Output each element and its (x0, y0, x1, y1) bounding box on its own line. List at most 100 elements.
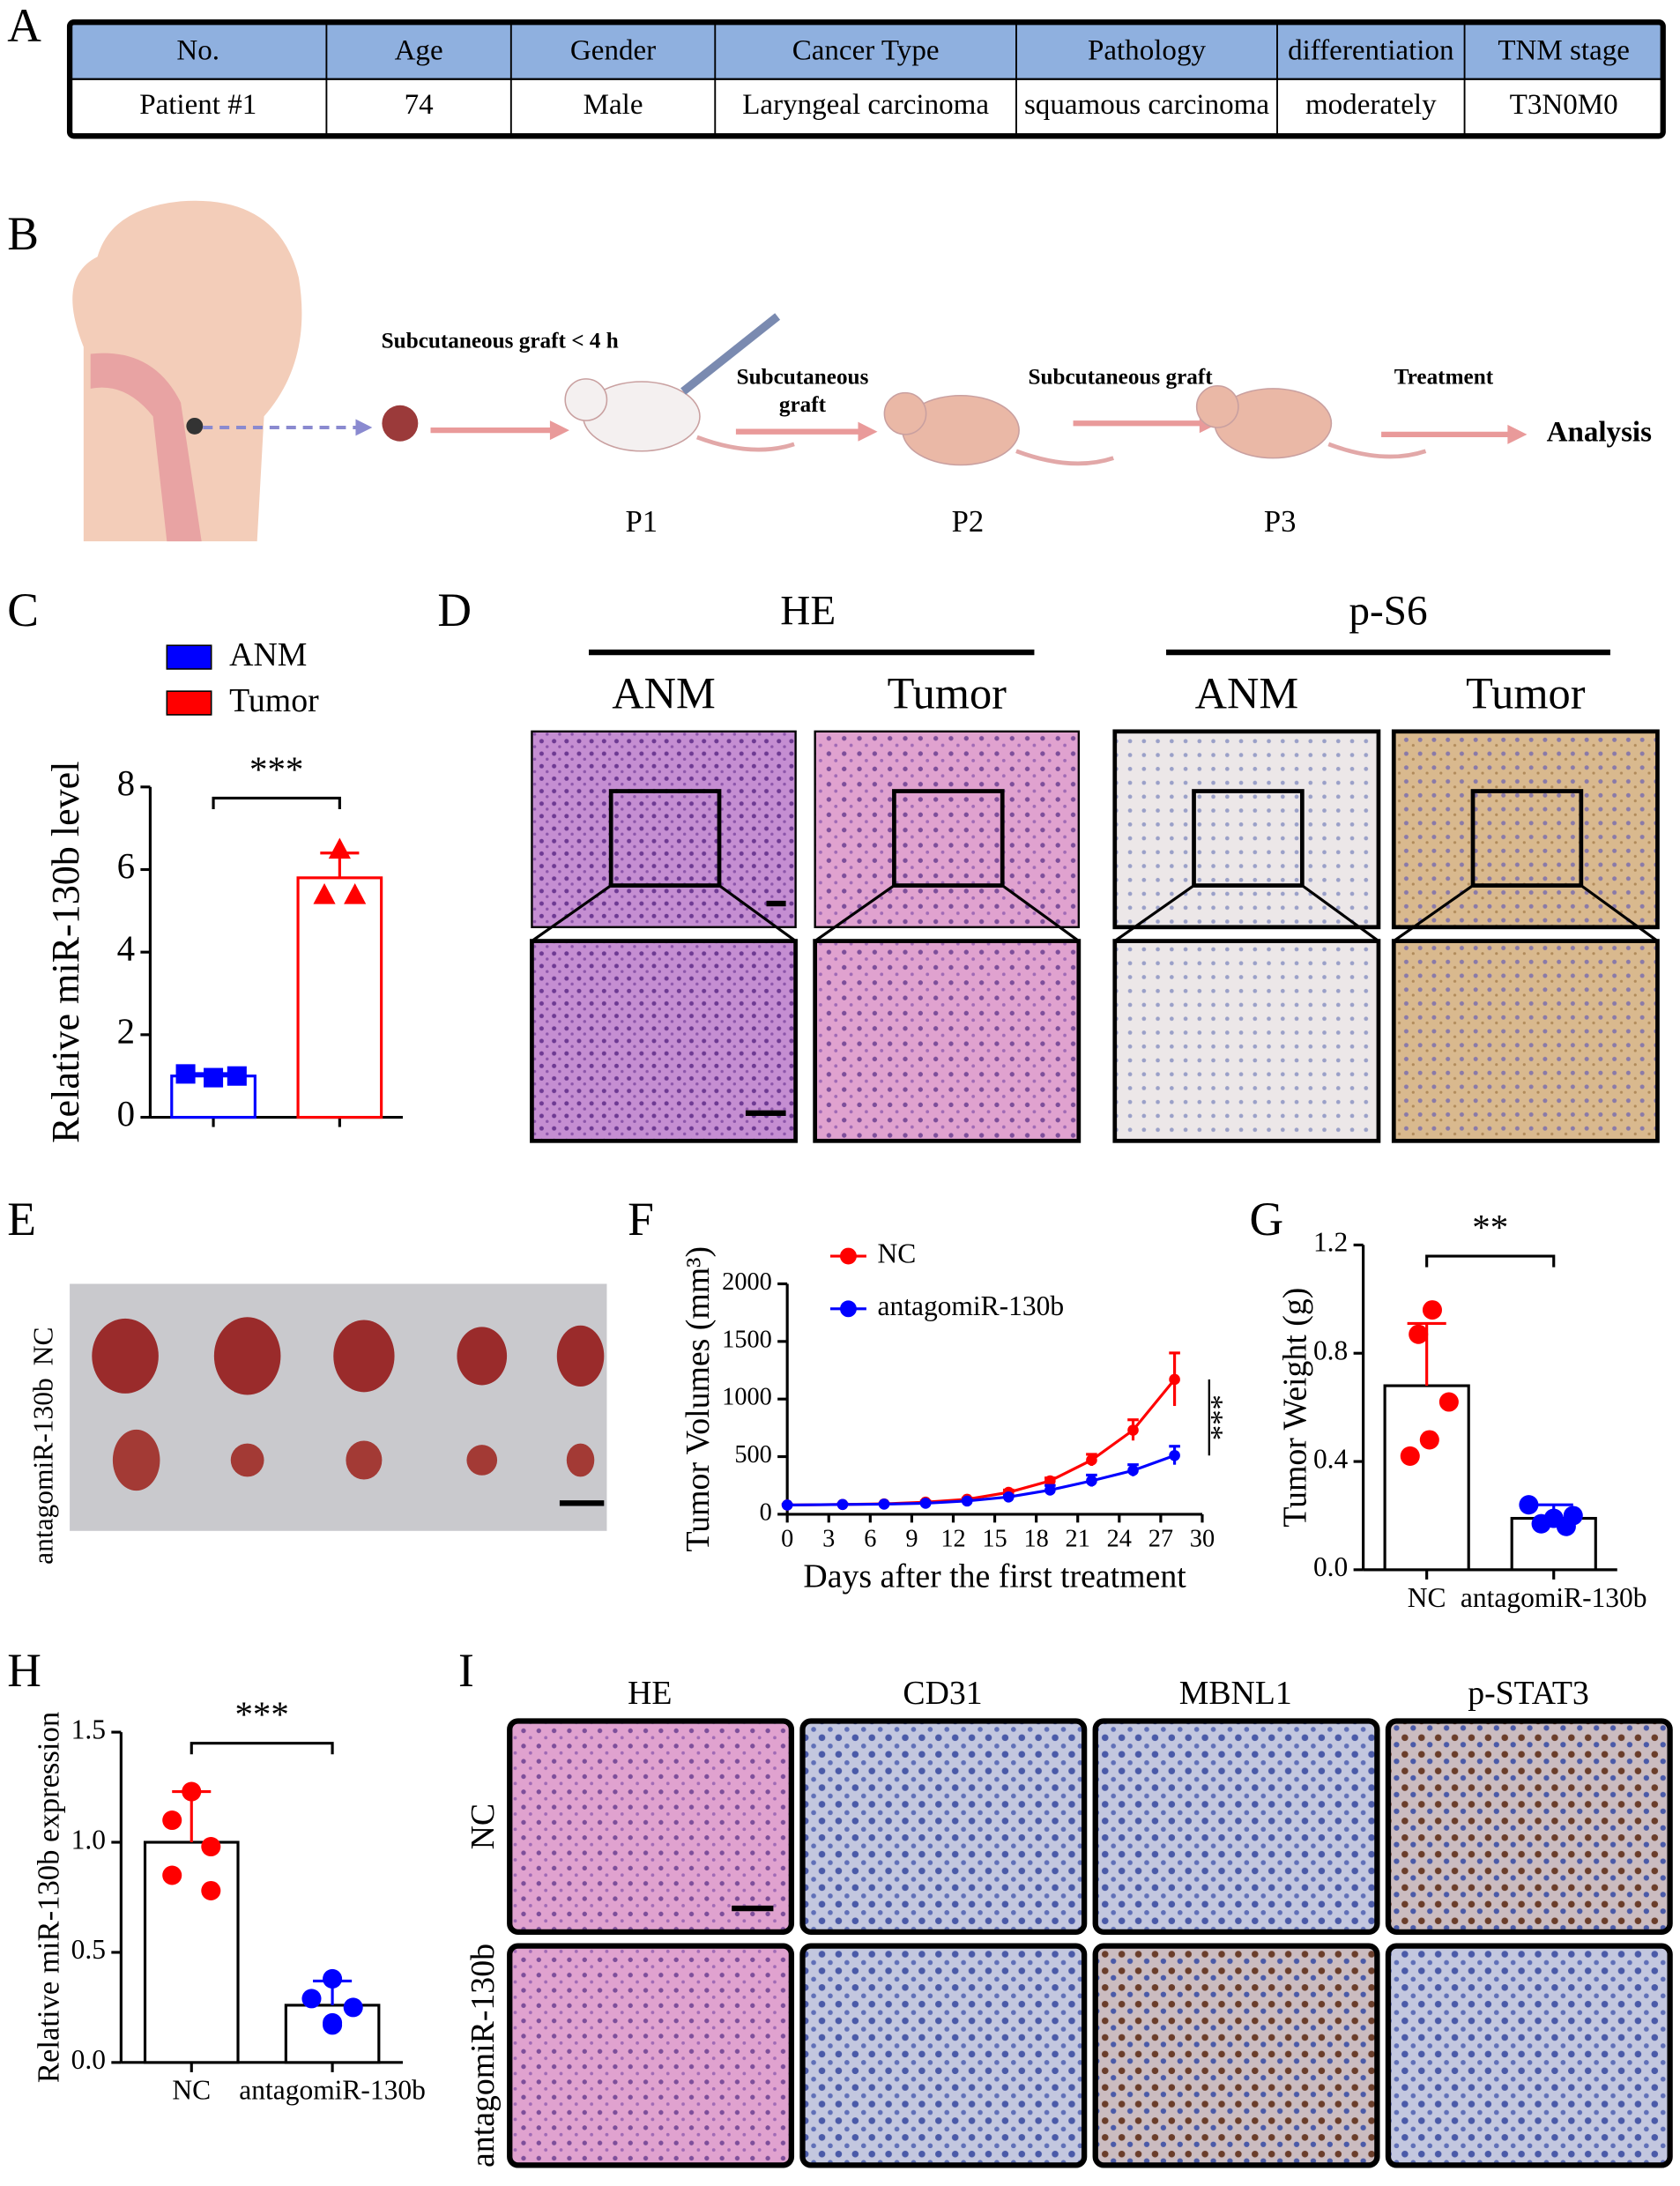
histology-image (799, 1718, 1088, 1935)
panel-letter: D (437, 584, 472, 636)
arrowhead (549, 420, 569, 441)
mouse-head (883, 391, 927, 435)
x-tick-label: 27 (1148, 1525, 1173, 1552)
histology-image (814, 730, 1081, 929)
table-header-bg (70, 23, 1663, 79)
data-point (1086, 1475, 1097, 1487)
significance-bracket (190, 1742, 334, 1755)
table-header-cell: TNM stage (1498, 34, 1630, 66)
tumor-photo (70, 1283, 607, 1531)
panel-letter: I (458, 1644, 474, 1697)
y-axis-label: Relative miR-130b level (44, 762, 87, 1143)
y-tick-label: 0.5 (71, 1934, 106, 1965)
panel-letter: E (7, 1193, 36, 1245)
legend-swatch (166, 644, 212, 670)
data-point (175, 1064, 196, 1084)
data-point (1002, 1491, 1015, 1503)
tumor-antagomir (112, 1429, 160, 1491)
tumor-antagomir (346, 1440, 383, 1480)
x-tick-label: NC (172, 2075, 211, 2106)
legend-label: NC (878, 1238, 917, 1268)
panel-letter: F (628, 1193, 654, 1245)
zoom-line (1001, 884, 1080, 942)
histology-image (799, 1943, 1088, 2168)
zoom-line (1393, 884, 1474, 942)
data-point (301, 1989, 322, 2009)
y-axis-label: Tumor Weight (g) (1276, 1288, 1313, 1528)
significance: *** (234, 1695, 288, 1735)
inset-box (892, 789, 1005, 888)
table-header-cell: Pathology (1088, 34, 1207, 66)
x-tick-label: antagomiR-130b (239, 2075, 426, 2106)
y-tick-label: 6 (117, 846, 135, 886)
y-tick-label: 0.8 (1313, 1335, 1348, 1365)
data-point (1556, 1516, 1576, 1536)
data-point (162, 1811, 182, 1831)
data-point (1127, 1464, 1139, 1476)
table-header-cell: Age (395, 34, 443, 66)
inset-box (1192, 789, 1305, 888)
column-label: ANM (612, 669, 716, 718)
data-point (1127, 1424, 1139, 1436)
tumor-nc (92, 1318, 159, 1394)
legend-label: ANM (229, 636, 307, 673)
data-point (1419, 1430, 1439, 1450)
tumor-sample (382, 405, 419, 442)
group-label: p-S6 (1349, 588, 1427, 634)
data-point (1531, 1513, 1551, 1534)
column-label: HE (628, 1675, 672, 1712)
row-label: NC (28, 1327, 59, 1365)
data-point (204, 1067, 224, 1088)
y-tick-label: 500 (734, 1441, 771, 1468)
tumor-nc (556, 1325, 605, 1387)
data-point (1044, 1475, 1056, 1487)
data-point (328, 837, 351, 859)
panel-letter: B (7, 207, 39, 260)
table-cell: squamous carcinoma (1024, 89, 1269, 121)
mouse-tail (1327, 442, 1427, 459)
data-point (201, 1880, 221, 1901)
mouse-tail (695, 435, 795, 452)
mouse-head (1195, 384, 1239, 428)
data-point (313, 882, 336, 904)
y-axis-label: Tumor Volumes (mm³) (680, 1246, 717, 1552)
y-tick-label: 0.0 (1313, 1551, 1348, 1582)
legend-swatch (166, 690, 212, 716)
y-tick-label: 1.0 (71, 1824, 106, 1855)
legend-label: antagomiR-130b (878, 1290, 1065, 1321)
significance: *** (249, 749, 303, 789)
panel-letter: A (7, 0, 41, 52)
data-point (919, 1498, 932, 1509)
x-tick-label: NC (1408, 1582, 1446, 1613)
zoom-line (531, 884, 613, 942)
zoom-line (1113, 884, 1195, 942)
histology-image (1385, 1718, 1673, 1935)
y-tick-label: 0.4 (1313, 1443, 1349, 1474)
data-point (781, 1499, 793, 1511)
bar (1510, 1516, 1597, 1572)
column-label: Tumor (1466, 669, 1586, 718)
data-point (961, 1495, 973, 1507)
inset-box (1470, 789, 1584, 888)
zoom-line (1301, 884, 1379, 942)
arrowhead (355, 419, 373, 436)
histology-zoom (1112, 939, 1381, 1143)
data-point (1409, 1324, 1429, 1344)
series-line (787, 1378, 1176, 1507)
x-tick-label: 9 (905, 1525, 918, 1552)
panel-letter: C (7, 584, 39, 636)
y-tick-label: 2000 (722, 1268, 772, 1296)
x-tick-label: antagomiR-130b (1461, 1582, 1647, 1613)
step-label: Subcutaneous graft < 4 h (382, 330, 619, 353)
y-tick-label: 0.0 (71, 2044, 106, 2075)
x-axis-label: Days after the first treatment (803, 1558, 1186, 1595)
histology-image (1391, 729, 1660, 930)
x-tick-label: 21 (1066, 1525, 1090, 1552)
step-label: graft (779, 393, 827, 417)
histology-zoom (1391, 939, 1660, 1143)
data-point (344, 882, 367, 904)
data-point (343, 1997, 363, 2018)
table-cell: Laryngeal carcinoma (742, 89, 989, 121)
bar (1383, 1384, 1470, 1572)
